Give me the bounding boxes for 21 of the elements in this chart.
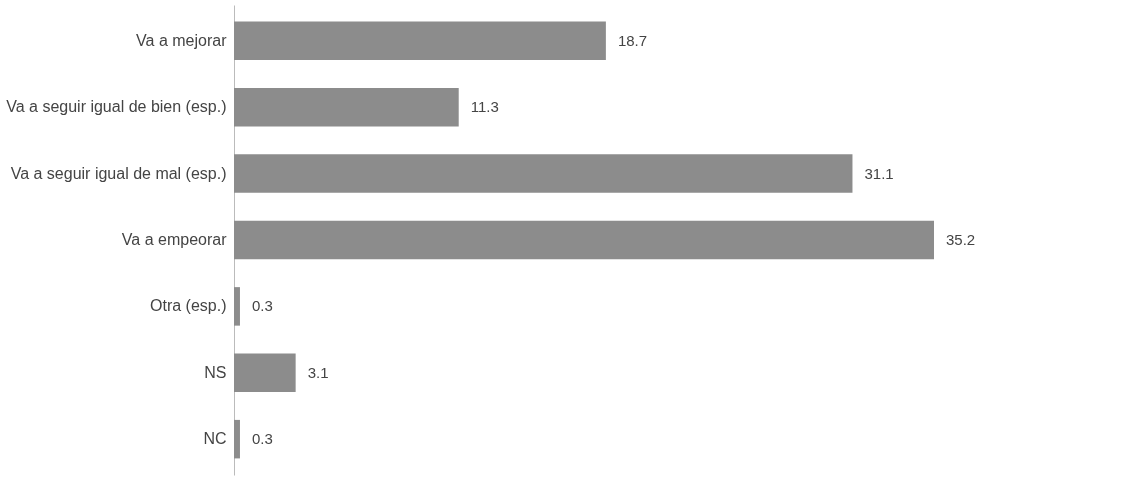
y-tick-label: Va a seguir igual de mal (esp.) bbox=[10, 164, 227, 182]
bar bbox=[234, 220, 934, 260]
bar bbox=[234, 87, 459, 127]
data-label: 0.3 bbox=[251, 430, 273, 448]
data-label: 3.1 bbox=[307, 363, 329, 381]
bar bbox=[234, 154, 853, 193]
data-label: 0.3 bbox=[251, 297, 273, 315]
y-tick-label: NC bbox=[203, 430, 227, 448]
data-label: 18.7 bbox=[617, 31, 648, 49]
y-tick-label: Va a empeorar bbox=[121, 231, 228, 248]
data-label: 31.1 bbox=[864, 164, 894, 182]
bar bbox=[234, 21, 606, 61]
bar bbox=[234, 419, 240, 459]
bar bbox=[234, 353, 296, 393]
y-tick-label: Otra (esp.) bbox=[150, 297, 227, 315]
y-tick-label: NS bbox=[204, 363, 227, 381]
y-tick-label: Va a mejorar bbox=[136, 31, 228, 49]
data-label: 35.2 bbox=[946, 231, 976, 248]
y-tick-label: Va a seguir igual de bien (esp.) bbox=[6, 98, 227, 116]
data-label: 11.3 bbox=[470, 98, 499, 116]
bar bbox=[234, 287, 240, 326]
